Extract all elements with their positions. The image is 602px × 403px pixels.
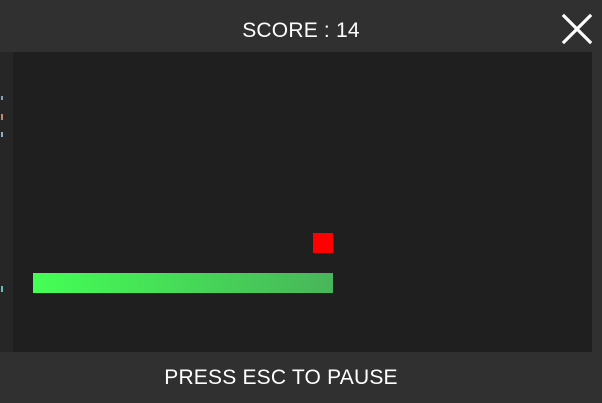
food-pellet	[313, 233, 333, 253]
header-bar: SCORE : 14	[0, 0, 602, 52]
gutter-mark	[1, 286, 3, 292]
snake-body	[33, 273, 333, 293]
gutter-mark	[1, 96, 3, 100]
close-icon	[561, 13, 593, 45]
game-board	[13, 52, 592, 352]
left-gutter	[0, 52, 13, 352]
footer-bar: PRESS ESC TO PAUSE	[0, 352, 602, 403]
close-button[interactable]	[560, 12, 594, 46]
gutter-mark	[1, 114, 3, 120]
gutter-mark	[1, 132, 3, 137]
pause-hint: PRESS ESC TO PAUSE	[164, 366, 398, 389]
score-display: SCORE : 14	[242, 19, 360, 42]
